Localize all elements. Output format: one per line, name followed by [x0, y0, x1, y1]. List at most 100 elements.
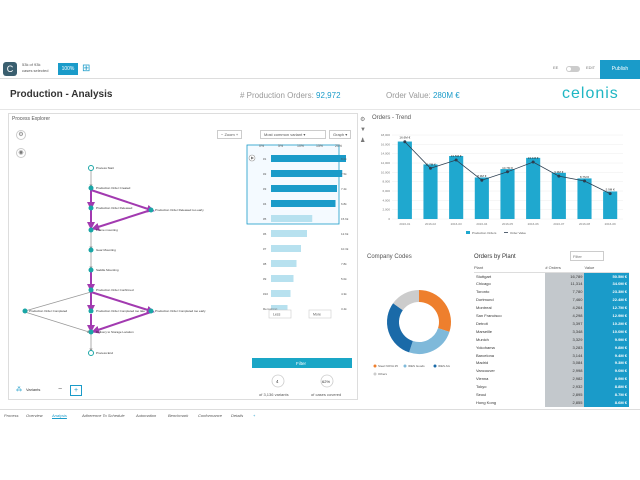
order-value-point[interactable] [403, 140, 407, 144]
cell-ord: 3,283 [545, 343, 585, 352]
trend-bar[interactable] [577, 178, 592, 219]
user-icon[interactable]: ♟ [360, 138, 366, 144]
more-button[interactable] [308, 309, 332, 319]
graph-node[interactable] [88, 205, 94, 211]
col-orders[interactable]: # Orders [545, 264, 585, 273]
tab-conformance[interactable]: Conformance [198, 413, 223, 418]
trend-bar[interactable] [551, 172, 566, 219]
graph-select[interactable]: Graph ▾ [329, 130, 352, 139]
selection-percent-badge[interactable]: 100% [58, 63, 78, 75]
table-row[interactable]: Madrid 3,084 9.3M € [474, 359, 629, 368]
table-row[interactable]: Tokyo 2,932 8.8M € [474, 383, 629, 392]
table-row[interactable]: San Francisco 4,298 12.9M € [474, 312, 629, 320]
donut-slice[interactable] [418, 290, 451, 332]
table-row[interactable]: Detroit 3,397 10.2M € [474, 319, 629, 328]
order-value-point[interactable] [608, 192, 612, 196]
gear-icon[interactable]: ⚙ [360, 117, 366, 123]
graph-node[interactable] [88, 185, 94, 191]
variant-bar[interactable] [271, 305, 288, 312]
trend-bar[interactable] [474, 177, 489, 219]
order-value-point[interactable] [480, 178, 484, 182]
variant-select[interactable]: Most common variant ▾ [260, 130, 326, 139]
table-row[interactable]: Toronto 7,780 23.3M € [474, 288, 629, 297]
table-row[interactable]: Chicago 11,314 34.0M € [474, 280, 629, 289]
zoom-plus-icon[interactable]: + [235, 132, 239, 137]
variant-bar[interactable] [271, 290, 291, 297]
app-logo-icon[interactable]: C [3, 62, 17, 76]
table-row[interactable]: Hong Kong 2,855 8.6M € [474, 399, 629, 407]
publish-button[interactable]: Publish [600, 60, 640, 79]
minus-button[interactable]: − [57, 386, 63, 393]
variant-bar[interactable] [271, 200, 336, 207]
graph-node[interactable] [88, 165, 94, 171]
filter-icon[interactable]: ▼ [360, 127, 366, 133]
variant-bar[interactable] [271, 215, 313, 222]
cell-ord: 4,298 [545, 312, 585, 320]
graph-node[interactable] [88, 227, 94, 233]
variant-bars[interactable]: #1 8.0k #2 7.5k #3 7.2k #4 6.8k #5 15.6k #6 12.6k #7… [263, 155, 349, 312]
order-value-point[interactable] [557, 174, 561, 178]
tab-details[interactable]: Details [231, 413, 244, 418]
trend-bar[interactable] [449, 156, 464, 219]
tab-analysis[interactable]: Analysis [52, 413, 67, 418]
zoom-control[interactable]: − Zoom + [217, 130, 243, 139]
trend-bar[interactable] [526, 157, 541, 219]
add-tab-icon[interactable]: + [253, 413, 256, 418]
table-row[interactable]: Marseille 3,348 10.0M € [474, 327, 629, 336]
filter-button[interactable] [252, 358, 352, 368]
graph-node[interactable] [88, 247, 94, 253]
table-row[interactable]: Vancouver 2,998 9.0M € [474, 367, 629, 376]
variant-bar[interactable] [271, 230, 307, 237]
donut-slice[interactable] [387, 303, 414, 353]
plant-filter-input[interactable]: Filter [570, 251, 604, 261]
donut-slice[interactable] [393, 290, 420, 311]
graph-node[interactable] [22, 308, 28, 314]
table-row[interactable]: Yokohama 3,283 9.8M € [474, 343, 629, 352]
table-row[interactable]: Barcelona 3,144 9.4M € [474, 351, 629, 360]
variant-bar[interactable] [271, 245, 301, 252]
plus-button[interactable]: + [70, 385, 82, 396]
order-value-point[interactable] [506, 170, 509, 174]
edit-mode-toggle[interactable] [566, 66, 580, 72]
col-value[interactable]: Value [584, 264, 629, 273]
variant-bar[interactable] [271, 260, 297, 267]
tab-overview[interactable]: Overview [26, 413, 43, 418]
variant-bar[interactable] [271, 275, 294, 282]
order-value-point[interactable] [583, 179, 586, 183]
variant-bar[interactable] [271, 155, 346, 162]
table-row[interactable]: Dortmund 7,460 22.4M € [474, 296, 629, 305]
graph-node[interactable] [88, 287, 94, 293]
table-row[interactable]: Vienna 2,982 8.9M € [474, 375, 629, 384]
add-sheet-icon[interactable]: ⊞ [82, 63, 91, 74]
trend-bar[interactable] [397, 141, 412, 219]
table-row[interactable]: Seoul 2,895 8.7M € [474, 391, 629, 399]
table-row[interactable]: Munich 3,329 9.9M € [474, 335, 629, 344]
graph-node[interactable] [88, 350, 94, 356]
eye-icon[interactable]: ◉ [16, 148, 26, 158]
col-plant[interactable]: Plant [474, 264, 546, 273]
variant-bar[interactable] [271, 170, 343, 177]
donut-slice[interactable] [409, 327, 450, 354]
tab-automation[interactable]: Automation [136, 413, 157, 418]
trend-bar[interactable] [500, 169, 515, 219]
graph-node[interactable] [88, 267, 94, 273]
graph-node[interactable] [88, 329, 94, 335]
order-value-point[interactable] [454, 158, 458, 162]
order-value-point[interactable] [531, 160, 535, 164]
graph-node[interactable] [148, 308, 154, 314]
zoom-minus-icon[interactable]: − [221, 132, 224, 137]
tab-adherence-to-schedule[interactable]: Adherence To Schedule [82, 413, 125, 418]
tab-benchmark[interactable]: Benchmark [168, 413, 189, 418]
graph-node[interactable] [148, 207, 154, 213]
cell-ord: 7,780 [545, 288, 585, 297]
less-button[interactable] [268, 309, 292, 319]
variant-bar[interactable] [271, 185, 337, 192]
trend-bar[interactable] [603, 191, 618, 219]
table-row[interactable]: Montreal 4,264 12.7M € [474, 304, 629, 313]
table-row[interactable]: Stuttgart 16,789 50.5M € [474, 272, 629, 281]
trend-bar[interactable] [423, 164, 438, 219]
settings-icon[interactable]: ⚙ [16, 130, 26, 140]
order-value-point[interactable] [429, 166, 432, 170]
graph-node[interactable] [88, 308, 94, 314]
tab-process[interactable]: Process [4, 413, 19, 418]
